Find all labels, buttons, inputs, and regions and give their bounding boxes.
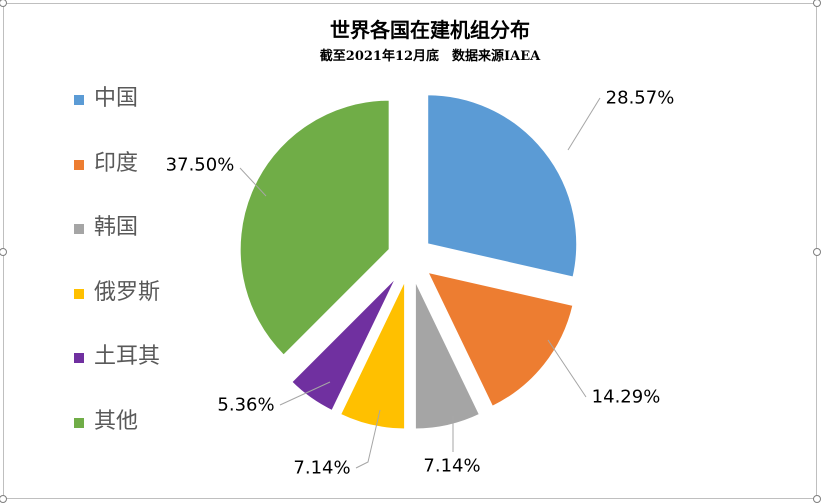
leader-line xyxy=(567,97,601,151)
legend-item[interactable]: 土耳其 xyxy=(74,342,214,372)
legend-label: 中国 xyxy=(94,86,139,111)
pie-slice[interactable] xyxy=(425,270,575,409)
legend-swatch xyxy=(74,288,84,299)
chart-subtitle: 截至2021年12月底 数据来源IAEA xyxy=(319,49,541,64)
resize-handle-bottom-right[interactable] xyxy=(813,495,821,503)
resize-handle-bottom-left[interactable] xyxy=(0,495,7,503)
legend-item[interactable]: 俄罗斯 xyxy=(74,278,214,308)
data-label: 5.36% xyxy=(217,395,274,416)
pie-slice[interactable] xyxy=(426,93,579,279)
legend-swatch xyxy=(74,95,84,105)
data-label: 7.14% xyxy=(293,458,350,479)
leader-line xyxy=(239,167,267,197)
legend-label: 土耳其 xyxy=(94,344,161,370)
pie-slice[interactable] xyxy=(289,275,399,413)
data-label: 7.14% xyxy=(423,456,480,477)
legend-swatch xyxy=(74,159,84,170)
chart-title: 世界各国在建机组分布 xyxy=(330,18,530,42)
legend-label: 印度 xyxy=(94,150,139,176)
legend-label: 韩国 xyxy=(94,215,139,241)
legend-label: 其他 xyxy=(94,409,139,434)
legend-item[interactable]: 印度 xyxy=(74,149,214,179)
legend-item[interactable]: 中国 xyxy=(74,84,214,114)
pie-slice[interactable] xyxy=(338,279,407,431)
data-label: 28.57% xyxy=(606,88,675,109)
legend-item[interactable]: 韩国 xyxy=(74,213,214,243)
resize-handle-top-right[interactable] xyxy=(813,0,821,7)
legend-item[interactable]: 其他 xyxy=(74,407,214,437)
resize-handle-left[interactable] xyxy=(0,248,7,256)
resize-handle-right[interactable] xyxy=(813,248,821,256)
leader-line xyxy=(279,381,331,406)
leader-line xyxy=(355,409,381,469)
legend-swatch xyxy=(74,353,84,364)
legend-label: 俄罗斯 xyxy=(94,279,161,305)
data-label: 37.50% xyxy=(166,155,235,176)
data-label: 14.29% xyxy=(592,387,661,408)
legend-swatch xyxy=(74,418,84,428)
legend-swatch xyxy=(74,224,84,235)
leader-line xyxy=(547,339,587,398)
pie-slice[interactable] xyxy=(413,279,482,431)
pie-slice[interactable] xyxy=(238,98,391,358)
resize-handle-top-left[interactable] xyxy=(0,0,7,7)
